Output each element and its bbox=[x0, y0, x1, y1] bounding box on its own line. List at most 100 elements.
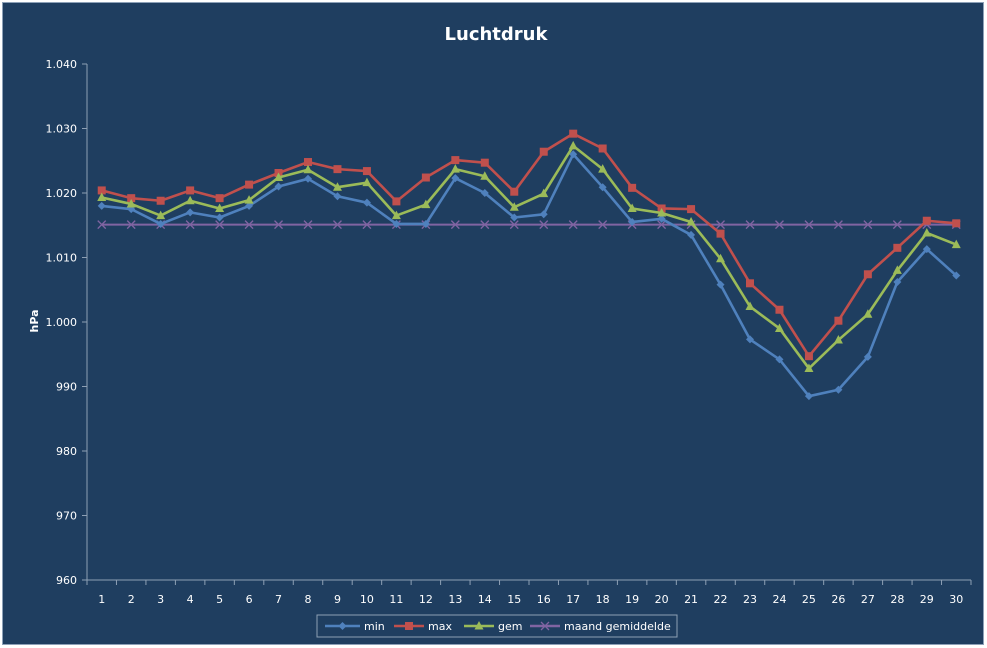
y-tick-label: 1.040 bbox=[46, 58, 78, 71]
legend-swatch-marker bbox=[474, 621, 484, 630]
data-point bbox=[716, 220, 725, 230]
data-point bbox=[362, 220, 372, 230]
x-tick-label: 4 bbox=[187, 593, 194, 606]
x-tick-label: 9 bbox=[334, 593, 341, 606]
x-tick-label: 7 bbox=[275, 593, 282, 606]
data-point bbox=[833, 220, 843, 230]
data-point bbox=[186, 208, 195, 217]
data-point bbox=[303, 220, 313, 230]
x-tick-label: 20 bbox=[655, 593, 669, 606]
data-point bbox=[244, 220, 254, 230]
x-tick-label: 16 bbox=[537, 593, 551, 606]
data-point bbox=[156, 210, 166, 220]
data-point bbox=[185, 220, 195, 230]
x-tick-label: 17 bbox=[566, 593, 580, 606]
x-tick-label: 26 bbox=[831, 593, 845, 606]
x-tick-label: 15 bbox=[507, 593, 521, 606]
data-point bbox=[126, 220, 136, 230]
series-min bbox=[97, 150, 961, 401]
x-tick-label: 22 bbox=[714, 593, 728, 606]
data-point bbox=[922, 227, 932, 237]
data-point bbox=[834, 385, 843, 394]
data-point bbox=[745, 220, 755, 230]
data-point bbox=[804, 363, 814, 372]
x-tick-label: 18 bbox=[596, 593, 610, 606]
data-point bbox=[922, 245, 931, 254]
data-point bbox=[392, 219, 401, 228]
data-point bbox=[598, 220, 608, 230]
data-point bbox=[480, 158, 489, 167]
data-point bbox=[244, 195, 254, 204]
legend-item: gem bbox=[464, 620, 522, 633]
series-layer bbox=[97, 129, 961, 401]
x-tick-label: 12 bbox=[419, 593, 433, 606]
legend-swatch-marker bbox=[540, 621, 550, 631]
data-point bbox=[893, 278, 902, 287]
legend-label: max bbox=[428, 620, 452, 633]
series-max bbox=[97, 129, 961, 361]
x-tick-label: 19 bbox=[625, 593, 639, 606]
x-tick-label: 24 bbox=[772, 593, 786, 606]
data-point bbox=[892, 220, 902, 230]
x-tick-label: 8 bbox=[305, 593, 312, 606]
y-axis-label: hPa bbox=[28, 309, 41, 332]
data-point bbox=[451, 156, 460, 165]
data-point bbox=[627, 203, 637, 212]
data-point bbox=[746, 335, 754, 344]
data-point bbox=[362, 198, 371, 207]
x-tick-label: 10 bbox=[360, 593, 374, 606]
data-point bbox=[480, 189, 489, 197]
data-point bbox=[539, 220, 549, 230]
data-point bbox=[775, 220, 784, 230]
chart-title: Luchtdruk bbox=[445, 24, 549, 45]
data-point bbox=[774, 323, 784, 332]
series-line bbox=[101, 132, 957, 358]
x-tick-label: 27 bbox=[861, 593, 875, 606]
data-point bbox=[421, 173, 430, 182]
data-point bbox=[97, 201, 106, 210]
x-tick-label: 23 bbox=[743, 593, 757, 606]
x-tick-label: 25 bbox=[802, 593, 816, 606]
line-chart: Luchtdruk hPa 960 970 980 990 1.000 1.010 1.02… bbox=[28, 24, 972, 638]
data-point bbox=[539, 188, 549, 198]
data-point bbox=[863, 220, 873, 230]
x-tick-label: 3 bbox=[157, 593, 164, 606]
data-point bbox=[745, 301, 755, 311]
legend-label: gem bbox=[498, 620, 522, 633]
data-point bbox=[97, 192, 107, 202]
legend-swatch-marker bbox=[405, 622, 413, 630]
y-tick-label: 970 bbox=[56, 510, 77, 523]
data-point bbox=[215, 220, 225, 230]
data-point bbox=[892, 265, 902, 274]
data-point bbox=[539, 147, 548, 156]
data-point bbox=[834, 316, 843, 325]
data-point bbox=[510, 187, 519, 196]
legend-swatch-marker bbox=[338, 622, 347, 630]
data-point bbox=[804, 220, 814, 230]
data-point bbox=[657, 220, 667, 230]
x-tick-label: 29 bbox=[920, 593, 934, 606]
data-point bbox=[333, 220, 342, 230]
x-tick-label: 28 bbox=[890, 593, 904, 606]
data-point bbox=[274, 220, 283, 230]
data-point bbox=[509, 202, 519, 211]
y-tick-label: 1.020 bbox=[46, 187, 78, 200]
data-point bbox=[510, 213, 519, 222]
y-tick-label: 980 bbox=[56, 445, 77, 458]
data-point bbox=[804, 392, 813, 401]
data-point bbox=[716, 229, 725, 238]
data-point bbox=[952, 219, 961, 228]
data-point bbox=[863, 270, 872, 279]
data-point bbox=[569, 150, 578, 159]
y-tick-label: 1.030 bbox=[46, 123, 78, 136]
x-tick-label: 2 bbox=[128, 593, 135, 606]
data-point bbox=[97, 220, 107, 230]
data-point bbox=[215, 213, 224, 222]
data-point bbox=[185, 195, 195, 205]
data-point bbox=[186, 186, 195, 195]
series-gem bbox=[97, 140, 961, 372]
data-point bbox=[509, 220, 519, 230]
data-point bbox=[716, 280, 725, 289]
data-point bbox=[156, 196, 165, 205]
